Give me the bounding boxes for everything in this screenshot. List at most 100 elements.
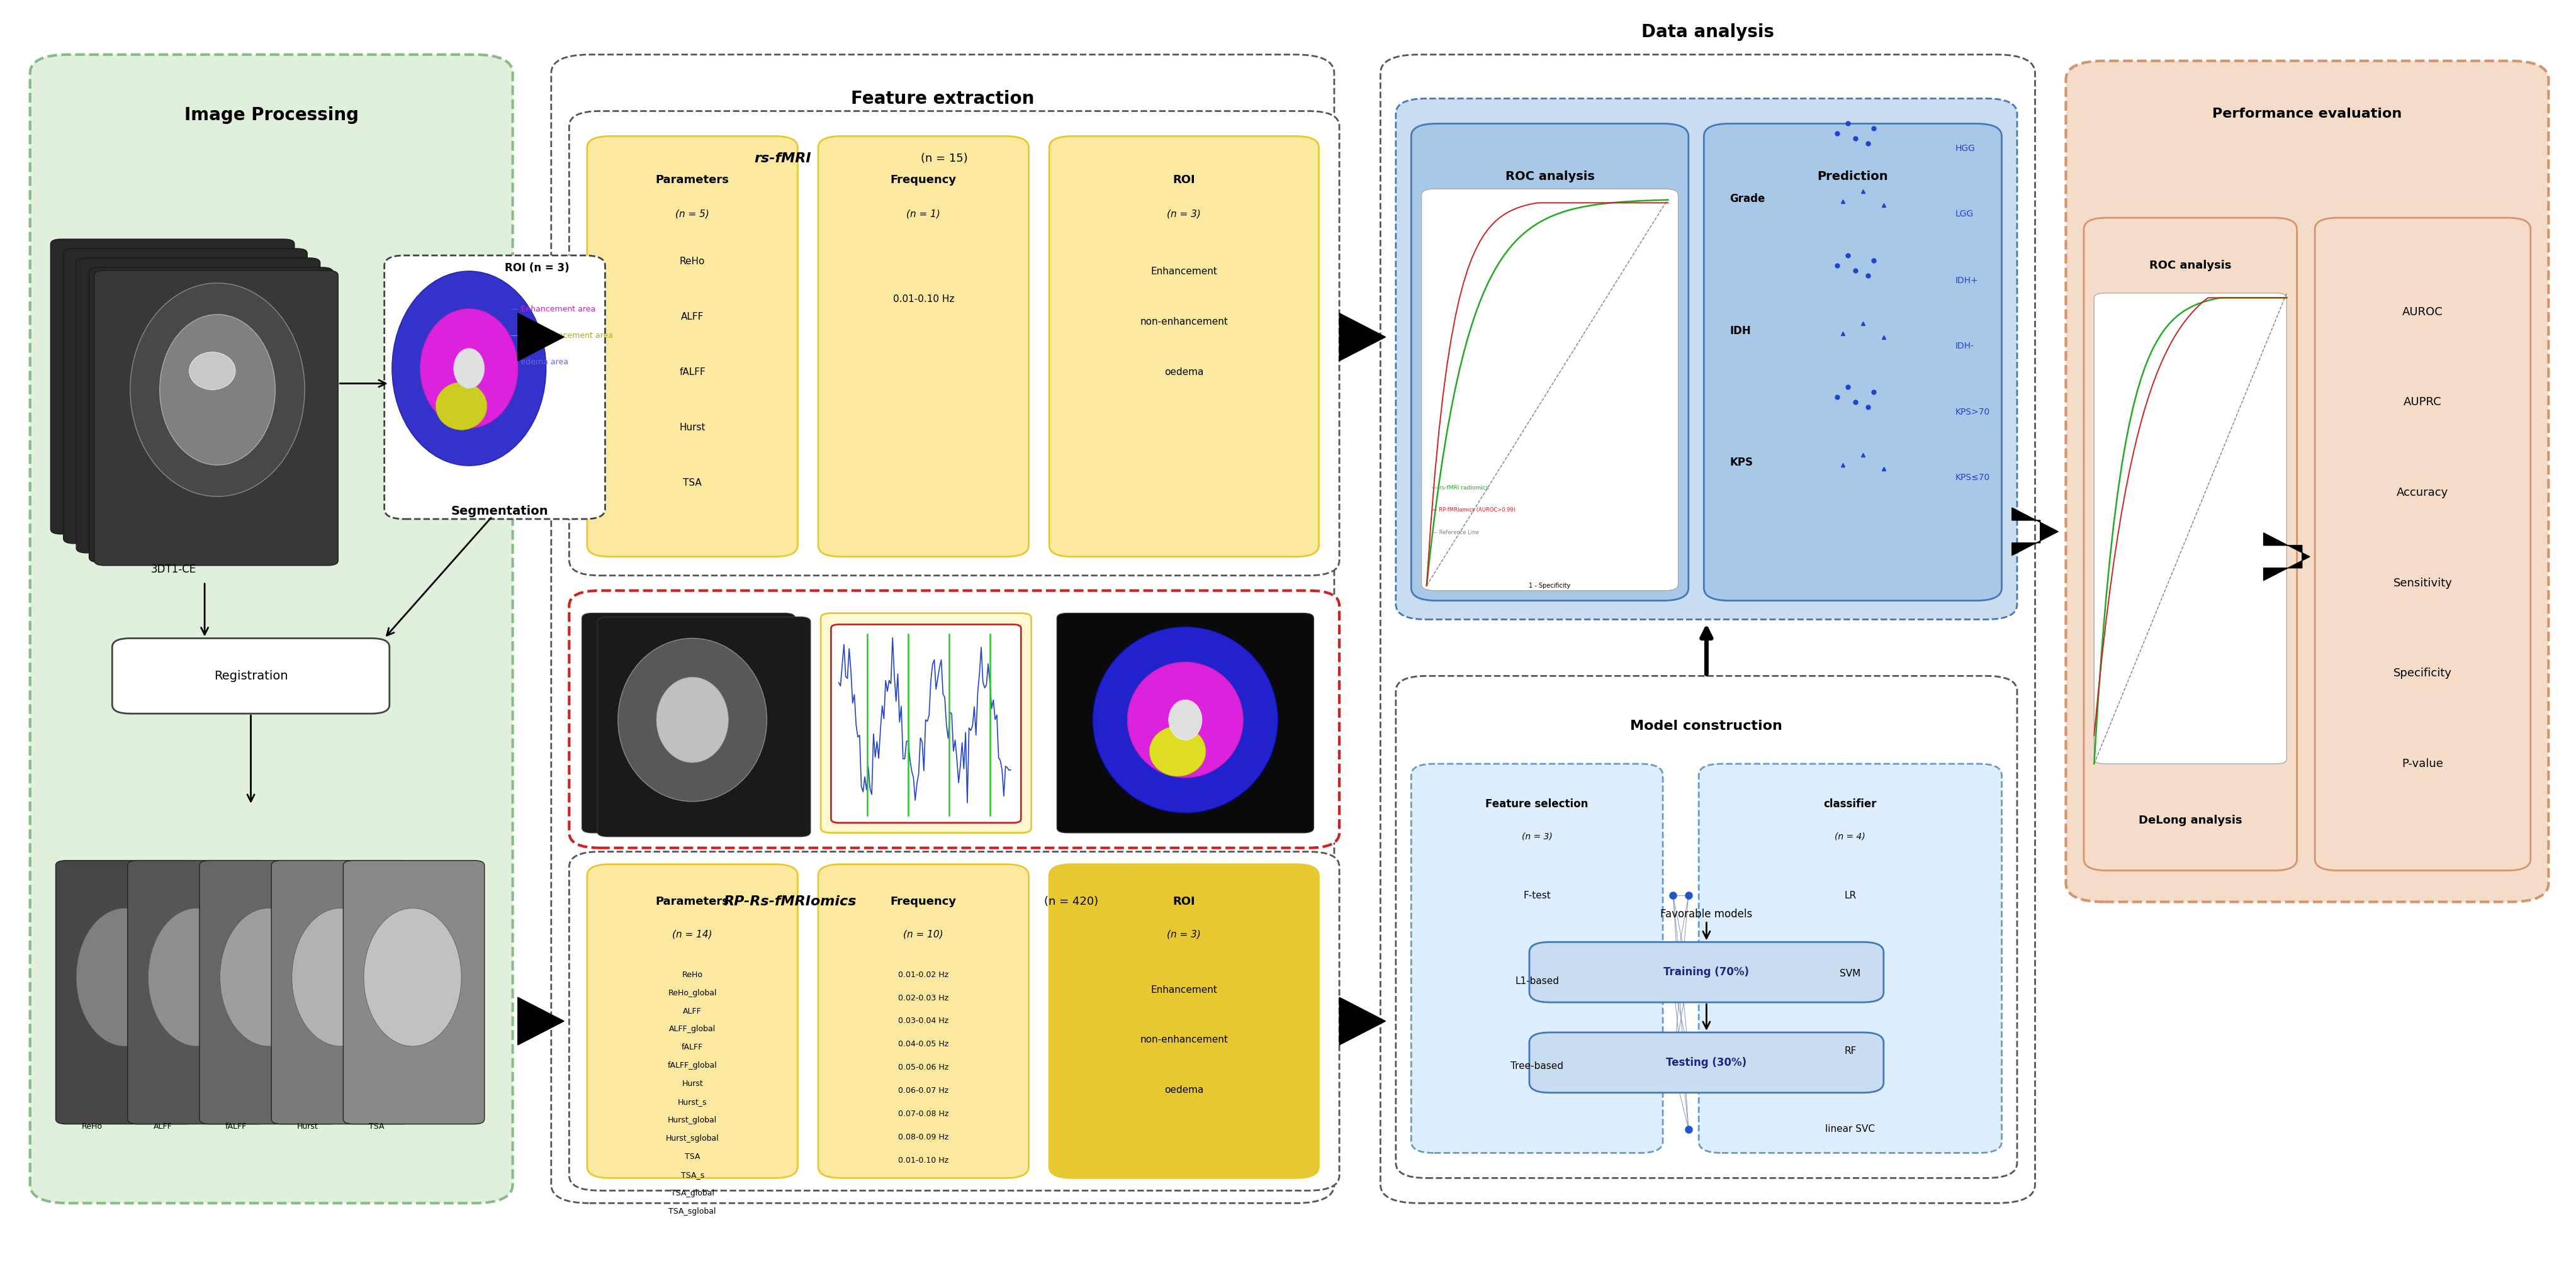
Ellipse shape (392, 270, 546, 465)
Text: Specificity: Specificity (2393, 667, 2452, 679)
Text: KPS: KPS (1728, 456, 1752, 468)
Text: IDH+: IDH+ (1955, 276, 1978, 284)
FancyBboxPatch shape (57, 861, 196, 1124)
Text: 1 - Specificity: 1 - Specificity (1530, 583, 1571, 589)
FancyBboxPatch shape (1530, 1033, 1883, 1092)
FancyArrow shape (1340, 997, 1386, 1045)
Text: Enhancement: Enhancement (1151, 985, 1218, 995)
Text: 0.05-0.06 Hz: 0.05-0.06 Hz (899, 1063, 948, 1072)
Text: Frequency: Frequency (891, 896, 956, 908)
Text: TSA_s: TSA_s (680, 1170, 703, 1179)
FancyBboxPatch shape (90, 268, 332, 562)
Ellipse shape (160, 315, 276, 465)
Text: Feature selection: Feature selection (1486, 799, 1589, 810)
Text: ReHo: ReHo (683, 971, 703, 978)
FancyBboxPatch shape (2084, 217, 2298, 871)
Text: Hurst_global: Hurst_global (667, 1116, 716, 1125)
Text: (n = 14): (n = 14) (672, 930, 714, 939)
Text: classifier: classifier (1824, 799, 1878, 810)
Ellipse shape (657, 678, 729, 762)
FancyBboxPatch shape (64, 249, 307, 544)
Text: — non-enhancement area: — non-enhancement area (510, 331, 613, 340)
Ellipse shape (77, 908, 173, 1047)
Ellipse shape (1092, 627, 1278, 813)
Text: — Enhancement area: — Enhancement area (510, 306, 595, 313)
FancyBboxPatch shape (1703, 124, 2002, 600)
Text: oedema: oedema (1164, 1086, 1203, 1095)
Text: 0.01-0.10 Hz: 0.01-0.10 Hz (894, 295, 953, 305)
Text: P-value: P-value (2401, 758, 2445, 770)
Ellipse shape (420, 308, 518, 428)
Text: TSA_sglobal: TSA_sglobal (670, 1207, 716, 1216)
Ellipse shape (291, 908, 389, 1047)
FancyBboxPatch shape (343, 861, 484, 1124)
Ellipse shape (435, 382, 487, 430)
Text: (n = 4): (n = 4) (1834, 832, 1865, 841)
Text: Favorable models: Favorable models (1662, 909, 1752, 920)
Text: Frequency: Frequency (891, 174, 956, 186)
Ellipse shape (1149, 726, 1206, 776)
Text: 0.06-0.07 Hz: 0.06-0.07 Hz (899, 1087, 948, 1095)
Text: Feature extraction: Feature extraction (850, 90, 1036, 107)
FancyBboxPatch shape (569, 111, 1340, 575)
FancyBboxPatch shape (2066, 61, 2548, 902)
Text: fALFF_global: fALFF_global (667, 1062, 716, 1069)
FancyBboxPatch shape (582, 613, 796, 833)
Text: ReHo: ReHo (680, 257, 706, 267)
Text: fALFF: fALFF (224, 1122, 247, 1131)
Ellipse shape (618, 638, 768, 801)
Text: RF: RF (1844, 1047, 1857, 1055)
FancyBboxPatch shape (129, 861, 268, 1124)
Text: TSA_global: TSA_global (670, 1189, 714, 1197)
FancyBboxPatch shape (1412, 124, 1687, 600)
Text: Performance evaluation: Performance evaluation (2213, 107, 2401, 120)
Text: (n = 1): (n = 1) (907, 210, 940, 219)
Text: — edema area: — edema area (510, 358, 569, 367)
Text: ROI (n = 3): ROI (n = 3) (505, 263, 569, 273)
Text: Parameters: Parameters (657, 896, 729, 908)
FancyBboxPatch shape (31, 54, 513, 1203)
Text: ALFF: ALFF (683, 1007, 701, 1015)
Text: 0.01-0.02 Hz: 0.01-0.02 Hz (899, 971, 948, 978)
FancyBboxPatch shape (113, 638, 389, 714)
Ellipse shape (188, 353, 234, 389)
Text: (n = 5): (n = 5) (675, 210, 708, 219)
Text: TSA: TSA (368, 1122, 384, 1131)
Text: AUROC: AUROC (2403, 306, 2442, 317)
Text: ROI: ROI (1172, 896, 1195, 908)
Text: linear SVC: linear SVC (1826, 1125, 1875, 1134)
Text: Hurst_sglobal: Hurst_sglobal (665, 1134, 719, 1143)
FancyBboxPatch shape (822, 613, 1030, 833)
FancyBboxPatch shape (1396, 99, 2017, 619)
Text: 0.01-0.10 Hz: 0.01-0.10 Hz (899, 1157, 948, 1164)
Ellipse shape (219, 908, 317, 1047)
Text: — rs-fMRI radiomics: — rs-fMRI radiomics (1432, 485, 1489, 490)
FancyBboxPatch shape (587, 137, 799, 556)
FancyBboxPatch shape (52, 239, 294, 535)
Text: LR: LR (1844, 891, 1857, 900)
Text: non-enhancement: non-enhancement (1141, 317, 1229, 326)
FancyBboxPatch shape (1530, 942, 1883, 1002)
Text: Testing (30%): Testing (30%) (1667, 1057, 1747, 1068)
Text: LGG: LGG (1955, 210, 1973, 219)
Text: --- Reference Line: --- Reference Line (1432, 530, 1479, 536)
Text: fALFF: fALFF (680, 368, 706, 377)
Text: ROC analysis: ROC analysis (2148, 260, 2231, 270)
Ellipse shape (1170, 700, 1203, 739)
Ellipse shape (453, 349, 484, 388)
Text: (n = 3): (n = 3) (1167, 930, 1200, 939)
Text: Hurst: Hurst (683, 1079, 703, 1088)
Text: ROC analysis: ROC analysis (1504, 171, 1595, 182)
Text: non-enhancement: non-enhancement (1141, 1035, 1229, 1044)
FancyBboxPatch shape (598, 617, 811, 837)
Text: Accuracy: Accuracy (2396, 487, 2450, 498)
Ellipse shape (363, 908, 461, 1047)
Text: (n = 420): (n = 420) (1043, 896, 1097, 908)
FancyBboxPatch shape (270, 861, 412, 1124)
Text: KPS≤70: KPS≤70 (1955, 473, 1991, 482)
Text: Grade: Grade (1728, 193, 1765, 205)
Text: (n = 10): (n = 10) (904, 930, 943, 939)
FancyArrow shape (2012, 508, 2058, 555)
Text: Tree-based: Tree-based (1510, 1062, 1564, 1071)
FancyArrow shape (518, 313, 564, 360)
